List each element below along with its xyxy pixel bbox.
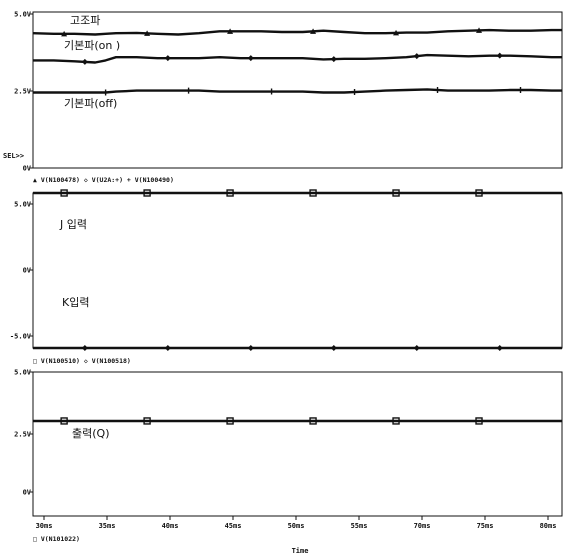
marker-plus: [268, 88, 275, 95]
marker-diamond: [496, 345, 503, 351]
marker-diamond: [81, 58, 88, 65]
marker-square: [309, 417, 317, 425]
marker-triangle: [310, 28, 317, 34]
marker-plus: [517, 87, 524, 93]
series-line: [33, 88, 562, 94]
marker-plus: [102, 89, 109, 96]
sel-indicator: SEL>>: [3, 152, 24, 160]
series-v-n100490-: [33, 87, 562, 96]
y-tick-label: 0V: [23, 489, 32, 497]
y-tick-label: 5.0V: [14, 369, 32, 377]
y-tick-label: -5.0V: [10, 333, 32, 341]
series-v-n100518-: [33, 345, 562, 351]
marker-diamond: [413, 53, 420, 60]
y-tick-label: 5.0V: [14, 201, 32, 209]
series-line: [32, 28, 562, 36]
marker-diamond: [413, 345, 420, 351]
x-tick-label: 35ms: [99, 522, 116, 530]
marker-diamond: [164, 55, 171, 62]
marker-diamond: [247, 345, 254, 351]
trace-label: 기본파(on ): [64, 39, 120, 52]
x-tick-label: 30ms: [36, 522, 53, 530]
marker-square: [226, 189, 234, 197]
x-tick-label: 55ms: [351, 522, 368, 530]
trace-label: 기본파(off): [64, 97, 117, 110]
y-tick-label: 5.0V: [14, 11, 32, 19]
marker-triangle: [393, 29, 400, 36]
x-tick-label: 45ms: [225, 522, 242, 530]
panel-frame-middle: [32, 192, 563, 349]
series-v-n100510-: [33, 189, 562, 197]
marker-diamond: [164, 345, 171, 351]
legend-bottom: □ V(N101022): [33, 535, 80, 543]
x-tick-label: 70ms: [414, 522, 431, 530]
trace-label: K입력: [62, 296, 89, 309]
marker-plus: [351, 89, 358, 96]
y-tick-label: 2.5V: [14, 88, 32, 96]
marker-diamond: [81, 345, 88, 351]
marker-triangle: [144, 30, 151, 36]
x-tick-label: 40ms: [162, 522, 179, 530]
series-v-n100478-: [32, 27, 562, 37]
marker-square: [60, 189, 68, 197]
marker-square: [475, 189, 483, 197]
marker-triangle: [227, 28, 234, 34]
marker-triangle: [61, 30, 68, 37]
marker-diamond: [247, 55, 254, 62]
series-line: [33, 53, 562, 64]
series-v-u2a-: [33, 52, 562, 65]
y-tick-label: 2.5V: [14, 431, 32, 439]
marker-square: [60, 417, 68, 425]
x-tick-label: 75ms: [477, 522, 494, 530]
marker-triangle: [476, 27, 483, 33]
marker-square: [309, 189, 317, 197]
marker-diamond: [330, 56, 337, 63]
marker-square: [143, 417, 151, 425]
trace-label: J 입력: [59, 218, 87, 231]
trace-label: 고조파: [70, 14, 100, 27]
marker-diamond: [330, 345, 337, 351]
marker-square: [143, 189, 151, 197]
panel-frame-bottom: [32, 371, 563, 517]
marker-plus: [185, 87, 192, 94]
trace-label: 출력(Q): [72, 427, 109, 440]
marker-plus: [434, 87, 441, 93]
y-tick-label: 0V: [23, 165, 32, 173]
series-v-n101022-: [33, 417, 562, 425]
marker-square: [475, 417, 483, 425]
x-tick-label: 50ms: [288, 522, 305, 530]
marker-square: [392, 417, 400, 425]
marker-square: [392, 189, 400, 197]
marker-square: [226, 417, 234, 425]
y-tick-label: 0V: [23, 267, 32, 275]
x-axis-title: Time: [292, 547, 309, 555]
legend-middle: □ V(N100510) ◇ V(N100518): [33, 357, 131, 365]
marker-diamond: [496, 52, 503, 59]
x-tick-label: 80ms: [540, 522, 557, 530]
legend-top: ▲ V(N100478) ◇ V(U2A:+) + V(N100490): [33, 176, 174, 184]
